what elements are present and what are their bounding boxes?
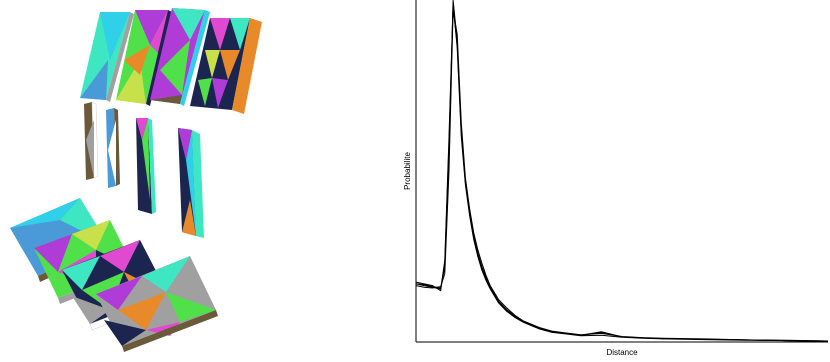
series-line-3	[415, 10, 829, 342]
x-axis-title: Distance	[606, 348, 638, 357]
distance-probability-chart: Distance Probabilite	[403, 0, 829, 357]
wide-slab-1	[80, 12, 134, 102]
wide-slab-3	[150, 8, 210, 106]
y-axis-title: Probabilite	[403, 152, 412, 190]
thin-bar-1	[84, 101, 99, 180]
shape-renderings-panel	[10, 8, 262, 352]
thin-bar-2	[106, 108, 120, 188]
wide-slab-2	[116, 10, 172, 106]
wide-slab-4	[190, 18, 262, 114]
series-line-2	[415, 3, 829, 342]
series-line-4	[415, 6, 829, 342]
series-line-1	[415, 0, 829, 342]
flat-plate-4	[96, 256, 218, 352]
thin-bar-4	[178, 128, 204, 238]
thin-bar-3	[136, 118, 156, 214]
series-lines	[415, 0, 829, 342]
